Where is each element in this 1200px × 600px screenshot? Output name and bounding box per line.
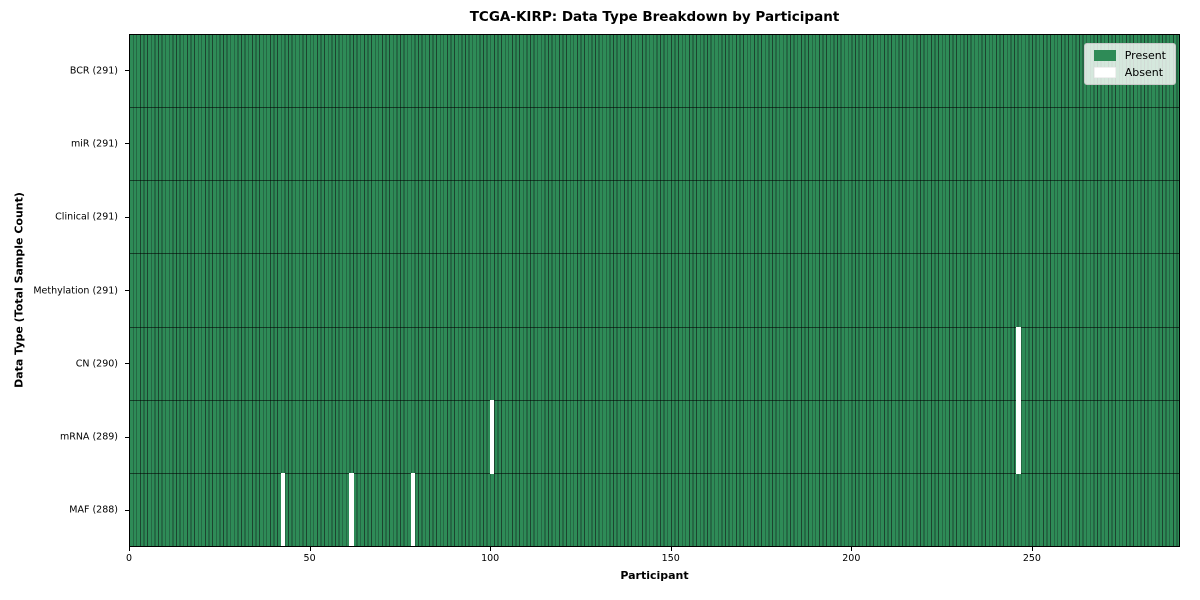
- x-tick-mark: [490, 547, 492, 551]
- x-axis-ticks: 0 50 100 150 200 250: [126, 547, 1180, 587]
- y-tick-label: Clinical (291): [55, 211, 118, 223]
- legend-label-absent: Absent: [1124, 66, 1164, 79]
- y-tick-label: BCR (291): [69, 65, 118, 77]
- heatmap-row-mir: [130, 108, 1179, 182]
- y-tick-label: CN (290): [75, 358, 118, 370]
- absent-cell: [410, 472, 416, 546]
- legend-item-absent: Absent: [1093, 66, 1166, 79]
- y-tick-mark: [125, 363, 129, 365]
- x-tick-mark: [129, 547, 130, 551]
- x-axis-title: Participant: [620, 569, 689, 582]
- heatmap-rows: [130, 35, 1179, 546]
- y-tick-label: miR (291): [70, 138, 118, 150]
- y-tick-label: Methylation (291): [33, 285, 118, 296]
- x-tick-label: 250: [1022, 553, 1041, 564]
- x-tick-label: 100: [481, 553, 500, 564]
- y-tick-mark: [125, 436, 129, 438]
- y-tick-label: mRNA (289): [59, 431, 118, 443]
- y-tick-mark: [125, 143, 129, 145]
- heatmap-row-maf: [130, 472, 1179, 546]
- absent-cell: [1016, 326, 1021, 401]
- legend-item-present: Present: [1093, 49, 1166, 62]
- heatmap-row-methylation: [130, 254, 1179, 328]
- absent-cell: [349, 472, 354, 546]
- heatmap-row-cn: [130, 326, 1179, 401]
- y-tick-label: MAF (288): [69, 504, 118, 516]
- x-tick-mark: [309, 547, 311, 551]
- x-tick-label: 200: [842, 553, 861, 564]
- chart-title: TCGA-KIRP: Data Type Breakdown by Partic…: [469, 9, 840, 25]
- x-tick-label: 50: [303, 553, 316, 564]
- heatmap-row-bcr: [130, 35, 1179, 109]
- x-tick-mark: [670, 547, 672, 551]
- x-tick-mark: [851, 547, 853, 551]
- absent-swatch-icon: [1093, 67, 1116, 78]
- legend: Present Absent: [1083, 43, 1176, 85]
- plot-area: Present Absent: [129, 34, 1180, 547]
- y-tick-mark: [125, 509, 129, 511]
- absent-cell: [1016, 399, 1021, 474]
- y-axis-ticks: BCR (291) miR (291) Clinical (291) Methylat…: [0, 34, 129, 547]
- x-tick-mark: [1031, 547, 1033, 551]
- y-tick-mark: [125, 70, 129, 72]
- y-tick-mark: [125, 290, 129, 291]
- heatmap-row-clinical: [130, 181, 1179, 255]
- legend-label-present: Present: [1124, 49, 1166, 62]
- absent-cell: [490, 399, 495, 474]
- y-tick-mark: [125, 216, 129, 218]
- absent-cell: [281, 472, 286, 546]
- x-tick-label: 150: [661, 553, 680, 564]
- present-swatch-icon: [1093, 50, 1116, 61]
- x-tick-label: 0: [125, 553, 133, 564]
- heatmap-row-mrna: [130, 399, 1179, 474]
